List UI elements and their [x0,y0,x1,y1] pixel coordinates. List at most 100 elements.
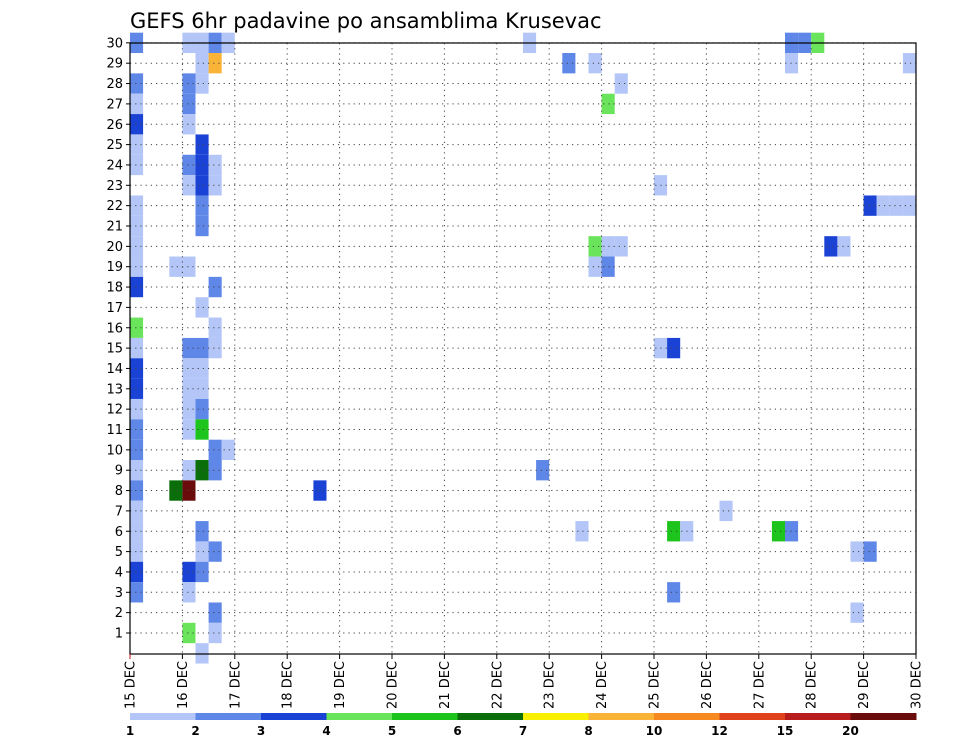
heatmap-cell [667,337,681,359]
y-tick-label: 26 [106,118,123,133]
heatmap-cell [130,276,144,298]
y-tick-label: 17 [106,301,123,316]
y-tick-label: 2 [115,606,123,621]
colorbar-swatch [392,713,458,720]
heatmap-cell [588,236,602,257]
heatmap-cell [195,195,209,216]
y-tick-label: 12 [106,403,123,418]
heatmap-cell [182,378,196,399]
heatmap-cell [130,358,144,379]
heatmap-cell [182,337,196,359]
heatmap-cell [130,521,144,542]
heatmap-cell [195,297,209,318]
x-tick-label: 16 DEC [176,661,191,709]
y-tick-label: 15 [106,342,123,357]
y-tick-label: 6 [115,525,123,540]
heatmap-cell [221,439,235,461]
x-tick-label: 15 DEC [124,661,139,709]
y-tick-label: 1 [115,627,123,642]
y-axis: 1234567891011121314151617181920212223242… [106,36,130,642]
colorbar-swatch [195,713,262,720]
y-tick-label: 16 [106,321,123,336]
heatmap-cell [195,541,209,562]
heatmap-cell [667,582,681,603]
heatmap-cell [130,154,144,176]
heatmap-cell [182,114,196,135]
heatmap-cell [182,419,196,440]
y-tick-label: 5 [115,545,123,560]
colorbar-swatch [785,713,851,720]
heatmap-cell [195,521,209,542]
heatmap-cell [130,73,144,94]
heatmap-cell [195,419,209,440]
heatmap-cell [130,378,144,399]
heatmap-cell [562,53,576,74]
colorbar-label: 6 [453,724,461,738]
heatmap-cell [601,256,615,277]
heatmap-cell [850,602,864,623]
colorbar-swatch [523,713,589,720]
colorbar-swatch [130,713,196,720]
x-tick-label: 30 DEC [910,661,925,709]
heatmap-cell [182,73,196,94]
heatmap-cell [208,154,222,176]
x-tick-label: 29 DEC [857,661,872,709]
heatmap-cell [130,256,144,277]
heatmap-cell [182,582,196,603]
heatmap-cell [195,358,209,379]
heatmap-cell [614,236,628,257]
colorbar-label: 12 [711,724,728,738]
colorbar: 1 2 3 4 5 6 7 8 10 12 15 20 [126,713,917,738]
heatmap-cell [902,53,916,74]
heatmap-cell [837,236,851,257]
y-tick-label: 25 [106,138,123,153]
y-tick-label: 19 [106,260,123,275]
y-tick-label: 22 [106,199,123,214]
heatmap-cell [824,236,838,257]
colorbar-swatch [719,713,786,720]
colorbar-label: 15 [777,724,794,738]
colorbar-label: 20 [842,724,859,738]
heatmap-cell [130,195,144,216]
heatmap-cell [850,541,864,562]
heatmap-cell [130,215,144,237]
x-tick-label: 21 DEC [438,661,453,709]
heatmap-cell [182,460,196,481]
heatmap-cell [182,175,196,196]
heatmap-cell [601,236,615,257]
heatmap-cell [208,541,222,562]
x-tick-label: 25 DEC [648,661,663,709]
heatmap-cell [601,93,615,115]
heatmap-cell [614,73,628,94]
y-tick-label: 10 [106,443,123,458]
colorbar-label: 1 [126,724,134,738]
heatmap-cell [902,195,916,216]
x-tick-label: 26 DEC [700,661,715,709]
y-tick-label: 18 [106,281,123,296]
grid-lines [130,42,916,654]
heatmap-cell [208,622,222,644]
heatmap-cell [130,337,144,359]
heatmap-cell [182,358,196,379]
y-tick-label: 23 [106,179,123,194]
heatmap-cell [208,439,222,461]
colorbar-label: 3 [257,724,265,738]
heatmap-cell [130,93,144,115]
heatmap-cell [667,521,681,542]
heatmap-cell [876,195,890,216]
heatmap-cell [588,53,602,74]
chart-title: GEFS 6hr padavine po ansamblima Krusevac [130,9,602,33]
heatmap-cell [195,561,209,583]
x-tick-label: 17 DEC [228,661,243,709]
heatmap-cell [863,541,877,562]
heatmap-cell [195,175,209,196]
colorbar-label: 10 [646,724,663,738]
heatmap-cell [195,378,209,399]
y-tick-label: 7 [115,504,123,519]
colorbar-swatch [261,713,327,720]
colorbar-swatch [326,713,393,720]
heatmap-cell [195,154,209,176]
y-tick-label: 13 [106,382,123,397]
heatmap-cell [130,561,144,583]
